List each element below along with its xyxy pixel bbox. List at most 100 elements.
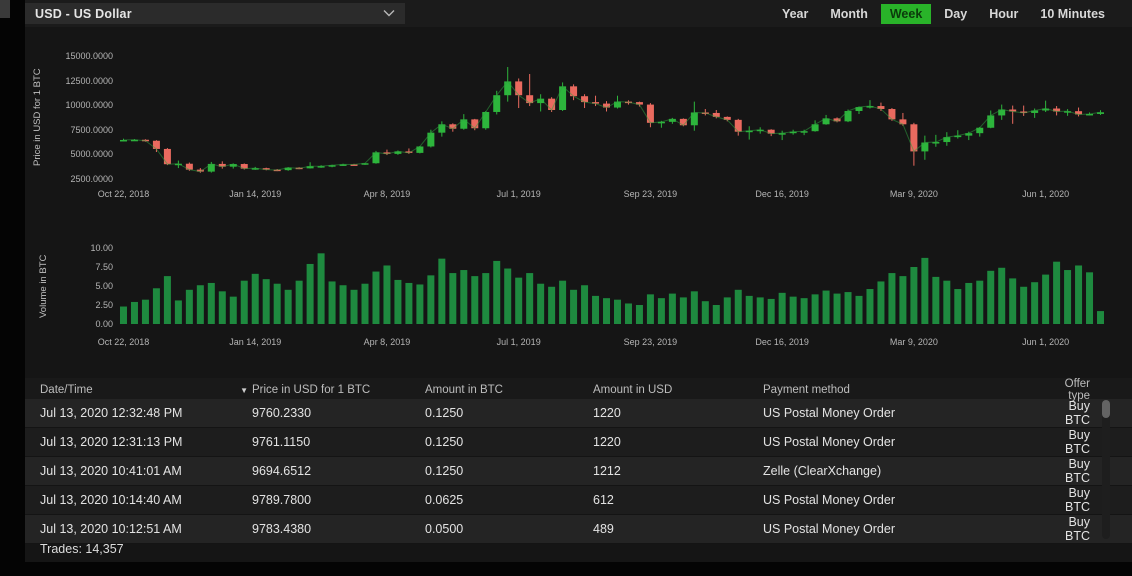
date-tick: Jun 1, 2020 [1022, 189, 1070, 199]
price-ytick: 15000.0000 [65, 50, 113, 61]
date-tick: Jan 14, 2019 [229, 337, 282, 347]
price-xlabels: Oct 22, 2018 Jan 14, 2019 Apr 8, 2019 Jul 1… [98, 189, 1106, 201]
cell-payment-method: Zelle (ClearXchange) [763, 464, 882, 478]
cell-amount-in-usd: 1220 [593, 435, 621, 449]
timeframe-selector: Year Month Week Day Hour 10 Minutes [773, 3, 1114, 24]
price-chart-plot [118, 48, 1106, 186]
date-tick: Jun 1, 2020 [1022, 337, 1070, 347]
corner-sliver [0, 0, 10, 18]
column-header-label: Date/Time [40, 384, 93, 396]
cell-price-in-usd-for-1-btc: 9789.7800 [252, 493, 312, 507]
date-tick: Apr 8, 2019 [363, 337, 411, 347]
trade-row[interactable]: Jul 13, 2020 12:32:48 PM 9760.2330 0.1250 1… [25, 399, 1132, 428]
column-header-amount-in-usd[interactable]: Amount in USD [593, 384, 763, 396]
cell-price-in-usd-for-1-btc: 9694.6512 [252, 464, 312, 478]
trades-table-header: Date/Time ▼ Price in USD for 1 BTC Amount i… [25, 378, 1132, 402]
date-tick: Dec 16, 2019 [755, 189, 809, 199]
date-tick: Jan 14, 2019 [229, 189, 282, 199]
column-header-date-time[interactable]: Date/Time ▼ [40, 384, 252, 396]
volume-xlabels: Oct 22, 2018 Jan 14, 2019 Apr 8, 2019 Jul 1… [98, 337, 1106, 349]
cell-date-time: Jul 13, 2020 10:12:51 AM [40, 522, 182, 536]
cell-payment-method: US Postal Money Order [763, 406, 895, 420]
volume-ytick: 10.00 [90, 243, 113, 253]
column-header-amount-in-btc[interactable]: Amount in BTC [425, 384, 593, 396]
sort-desc-icon: ▼ [240, 385, 248, 395]
date-tick: Oct 22, 2018 [97, 337, 150, 347]
price-ytick: 7500.0000 [70, 124, 113, 135]
column-header-price-in-usd-for-1-btc[interactable]: Price in USD for 1 BTC [252, 384, 425, 396]
cell-offer-type: Buy BTC [1065, 399, 1090, 427]
price-ytick: 5000.0000 [70, 149, 113, 160]
date-tick: Sep 23, 2019 [623, 189, 678, 199]
timeframe-month[interactable]: Month [821, 4, 876, 24]
cell-amount-in-btc: 0.0500 [425, 522, 464, 536]
column-header-label: Price in USD for 1 BTC [252, 384, 371, 396]
table-scrollbar-track[interactable] [1102, 400, 1110, 539]
trades-table-body: Jul 13, 2020 12:32:48 PM 9760.2330 0.1250 1… [25, 399, 1132, 544]
date-tick: Mar 9, 2020 [889, 337, 938, 347]
column-header-label: Offer type [1064, 378, 1090, 402]
cell-amount-in-usd: 1220 [593, 406, 621, 420]
column-header-label: Amount in BTC [425, 384, 503, 396]
cell-date-time: Jul 13, 2020 12:31:13 PM [40, 435, 183, 449]
date-tick: Jul 1, 2019 [496, 337, 541, 347]
currency-dropdown-value: USD - US Dollar [35, 6, 132, 21]
cell-offer-type: Buy BTC [1065, 515, 1090, 543]
cell-amount-in-usd: 1212 [593, 464, 621, 478]
cell-price-in-usd-for-1-btc: 9761.1150 [252, 435, 311, 449]
trade-row[interactable]: Jul 13, 2020 10:12:51 AM 9783.4380 0.0500 4… [25, 515, 1132, 544]
trade-row[interactable]: Jul 13, 2020 10:41:01 AM 9694.6512 0.1250 1… [25, 457, 1132, 486]
volume-axis-title: Volume in BTC [38, 254, 49, 318]
volume-yticks: 10.00 7.50 5.00 2.50 0.00 [50, 243, 113, 329]
column-header-offer-type[interactable]: Offer type [1045, 378, 1090, 402]
trade-row[interactable]: Jul 13, 2020 10:14:40 AM 9789.7800 0.0625 6… [25, 486, 1132, 515]
date-tick: Dec 16, 2019 [755, 337, 809, 347]
trade-row[interactable]: Jul 13, 2020 12:31:13 PM 9761.1150 0.1250 1… [25, 428, 1132, 457]
cell-price-in-usd-for-1-btc: 9783.4380 [252, 522, 312, 536]
top-bar: USD - US Dollar Year Month Week Day Hour 10 M… [25, 0, 1132, 27]
column-header-payment-method[interactable]: Payment method [763, 384, 1045, 396]
date-tick: Jul 1, 2019 [496, 189, 541, 199]
cell-date-time: Jul 13, 2020 12:32:48 PM [40, 406, 183, 420]
price-ytick: 12500.0000 [65, 75, 113, 86]
left-edge-strip [0, 0, 25, 576]
cell-offer-type: Buy BTC [1065, 428, 1090, 456]
cell-amount-in-btc: 0.1250 [425, 435, 464, 449]
date-tick: Sep 23, 2019 [623, 337, 678, 347]
chevron-down-icon [383, 8, 395, 20]
timeframe-year[interactable]: Year [773, 4, 817, 24]
timeframe-10-minutes[interactable]: 10 Minutes [1031, 4, 1114, 24]
price-yticks: 15000.0000 12500.0000 10000.0000 7500.0000 5… [40, 48, 113, 186]
timeframe-day[interactable]: Day [935, 4, 976, 24]
volume-ytick: 7.50 [95, 262, 113, 272]
date-tick: Apr 8, 2019 [363, 189, 411, 199]
cell-payment-method: US Postal Money Order [763, 493, 895, 507]
cell-payment-method: US Postal Money Order [763, 435, 895, 449]
trades-count: Trades: 14,357 [40, 542, 124, 556]
price-ytick: 2500.0000 [70, 174, 113, 185]
timeframe-week[interactable]: Week [880, 3, 932, 24]
cell-amount-in-usd: 612 [593, 493, 614, 507]
date-tick: Oct 22, 2018 [97, 189, 150, 199]
cell-offer-type: Buy BTC [1065, 486, 1090, 514]
cell-date-time: Jul 13, 2020 10:14:40 AM [40, 493, 182, 507]
timeframe-hour[interactable]: Hour [980, 4, 1027, 24]
volume-ytick: 5.00 [95, 281, 113, 291]
cell-payment-method: US Postal Money Order [763, 522, 895, 536]
cell-amount-in-btc: 0.0625 [425, 493, 464, 507]
date-tick: Mar 9, 2020 [889, 189, 938, 199]
bottom-edge-strip [0, 562, 1132, 576]
cell-price-in-usd-for-1-btc: 9760.2330 [252, 406, 312, 420]
cell-amount-in-usd: 489 [593, 522, 614, 536]
volume-ytick: 2.50 [95, 300, 113, 310]
cell-offer-type: Buy BTC [1065, 457, 1090, 485]
cell-date-time: Jul 13, 2020 10:41:01 AM [40, 464, 182, 478]
trades-table: Date/Time ▼ Price in USD for 1 BTC Amount i… [25, 378, 1132, 544]
column-header-label: Payment method [763, 384, 850, 396]
currency-dropdown[interactable]: USD - US Dollar [25, 3, 405, 24]
cell-amount-in-btc: 0.1250 [425, 406, 464, 420]
column-header-label: Amount in USD [593, 384, 673, 396]
cell-amount-in-btc: 0.1250 [425, 464, 464, 478]
table-scrollbar-thumb[interactable] [1102, 400, 1110, 418]
